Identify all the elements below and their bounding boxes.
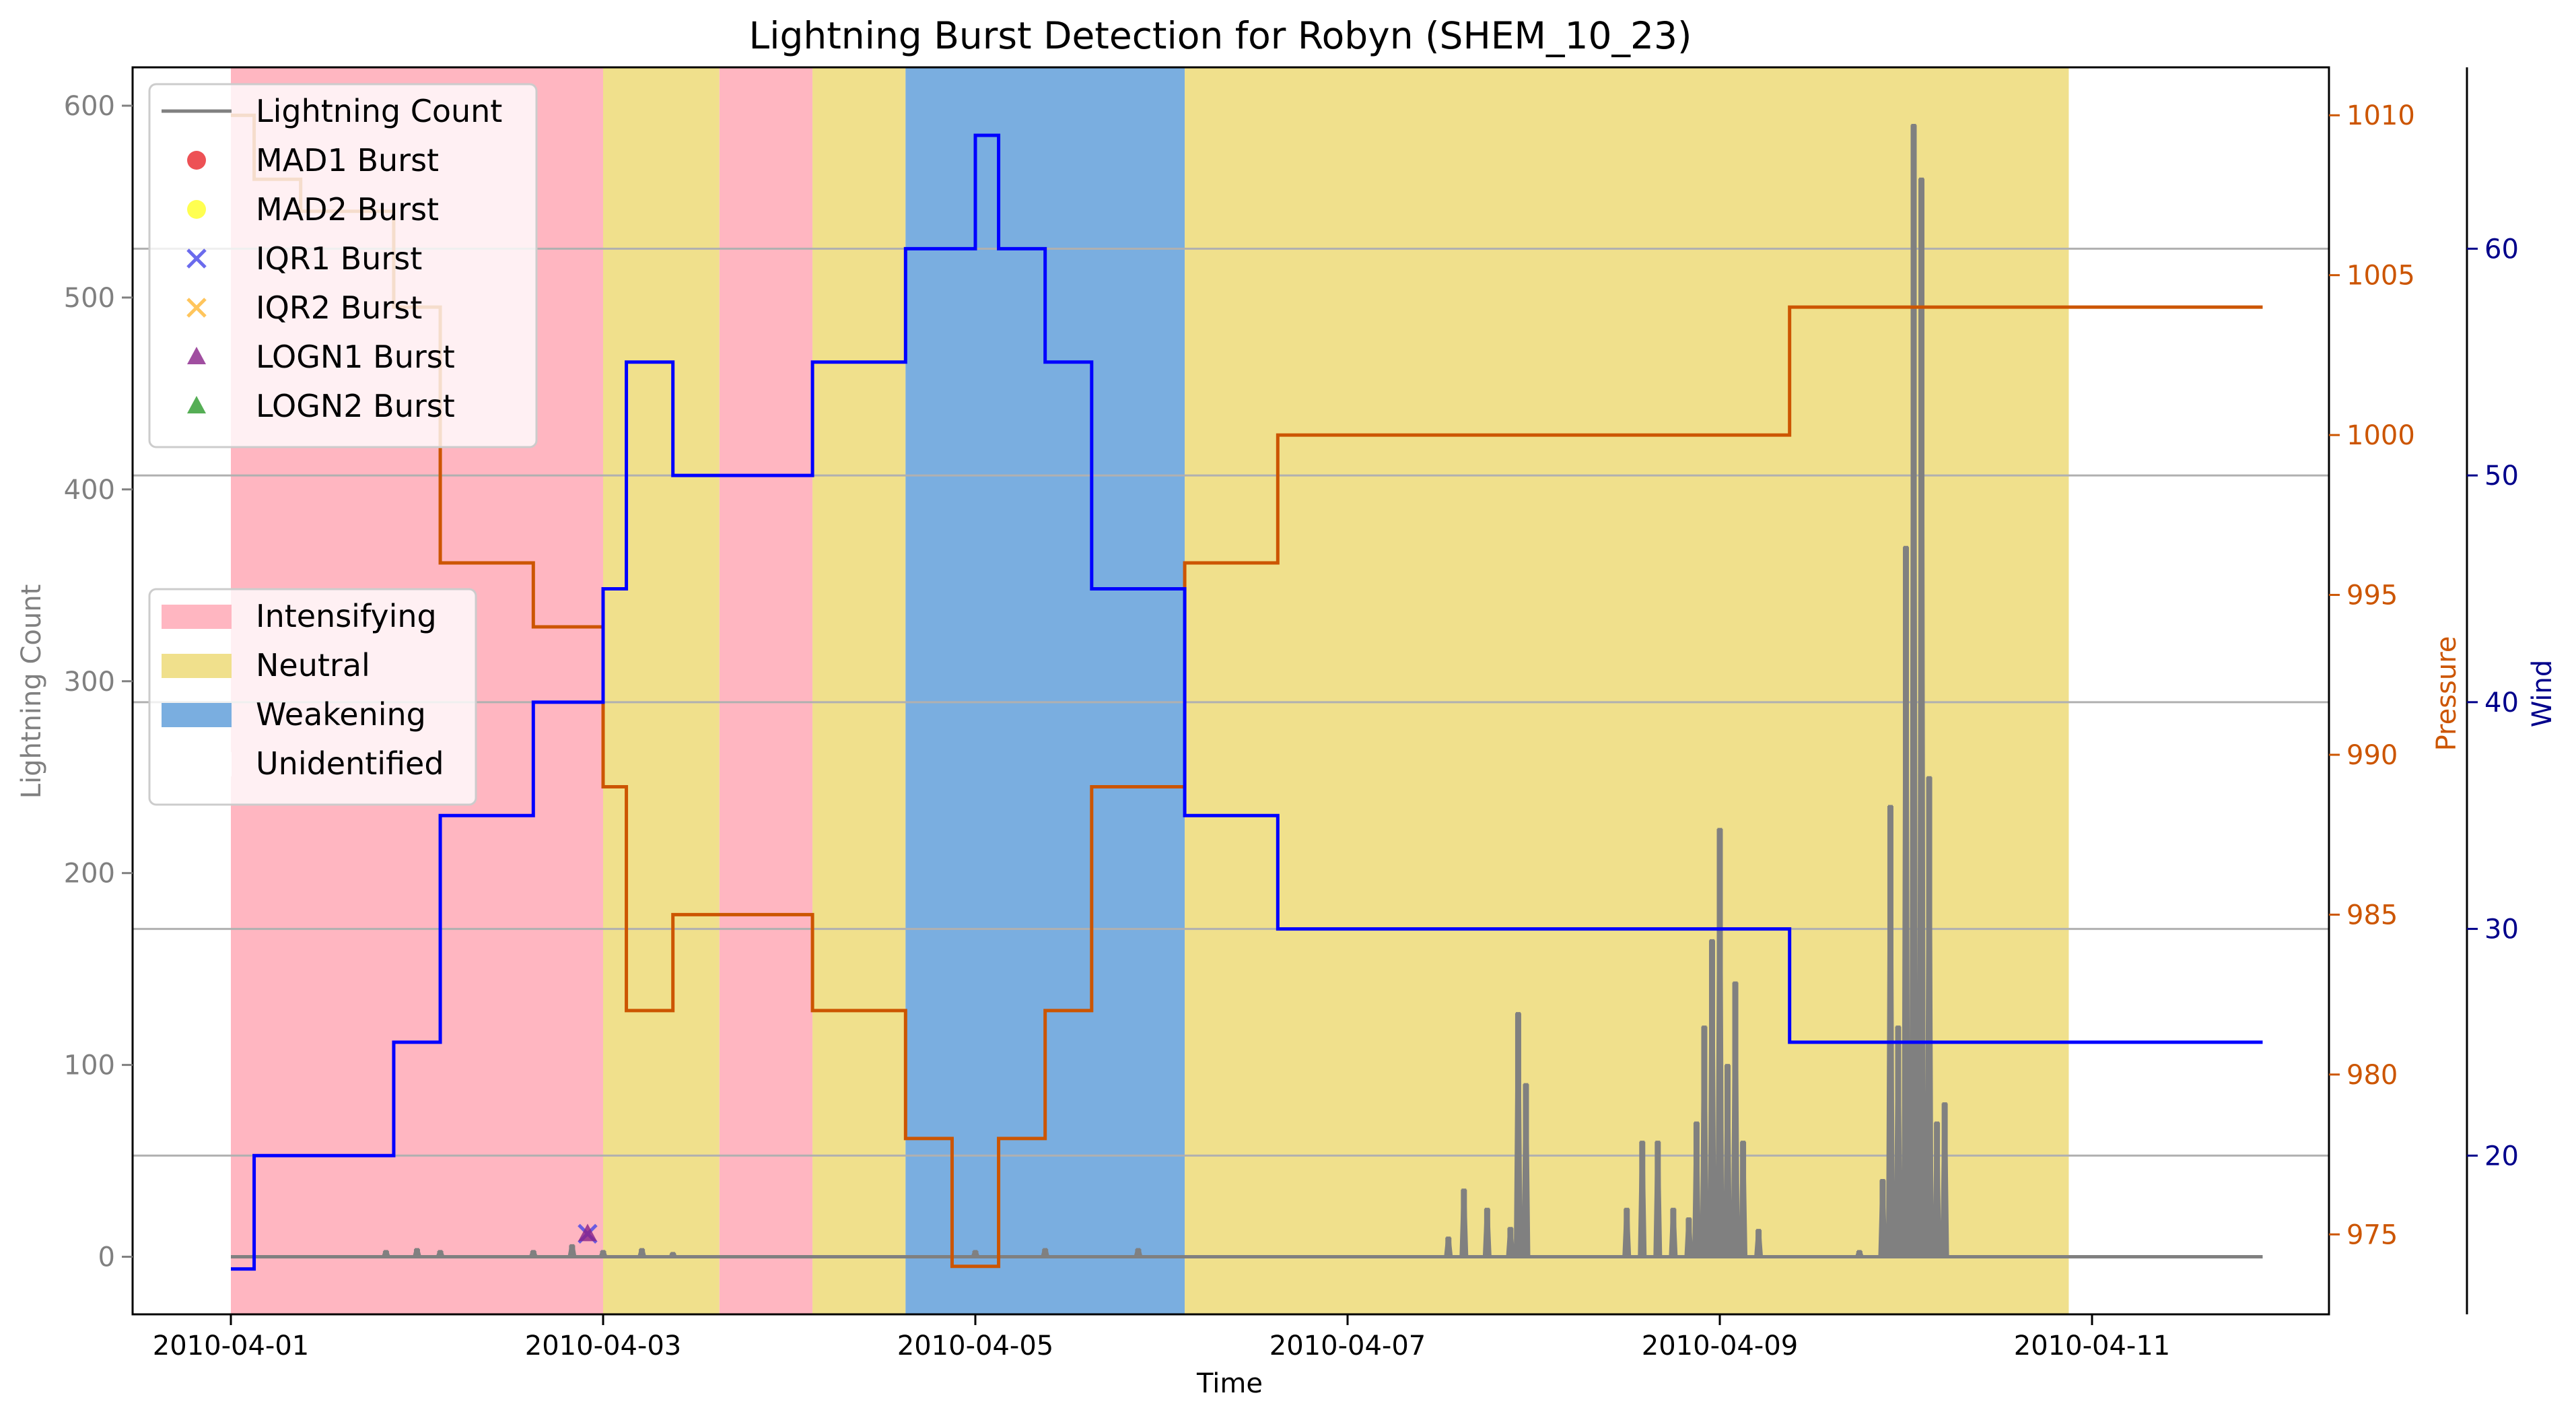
axes: 0 100 200 300 400 500 600 975 980 985 990 995 1000 10… <box>64 67 2519 1361</box>
y-tick-label-wind: 30 <box>2484 914 2519 945</box>
legend-swatch-circle <box>187 200 206 219</box>
y-tick-label-pressure: 1005 <box>2346 261 2415 292</box>
phase-band-neutral <box>812 67 906 1314</box>
x-tick-label: 2010-04-01 <box>153 1330 309 1361</box>
wind-series <box>231 133 2263 1271</box>
legend-label: Lightning Count <box>256 93 502 129</box>
y-tick-label-wind: 20 <box>2484 1141 2519 1172</box>
x-tick-label: 2010-04-07 <box>1269 1330 1426 1361</box>
legend-swatch-triangle <box>187 347 206 364</box>
y-tick-label-wind: 60 <box>2484 234 2519 265</box>
legend-box <box>148 83 538 448</box>
legend-phase-box <box>148 588 477 806</box>
phase-band-neutral <box>603 67 720 1314</box>
legend-swatch-circle <box>187 151 206 170</box>
y-tick-label-lightning: 400 <box>64 475 115 506</box>
legend-label: IQR2 Burst <box>256 290 422 326</box>
legend-phase-label: Weakening <box>256 696 426 733</box>
legend-phases: Intensifying Neutral Weakening Unidentified <box>148 588 477 806</box>
y-tick-label-pressure: 980 <box>2346 1060 2398 1091</box>
legend-label: MAD1 Burst <box>256 142 439 178</box>
y-tick-label-pressure: 990 <box>2346 740 2398 771</box>
y-axis-label-wind: Wind <box>2527 660 2558 728</box>
x-axis-label: Time <box>1196 1368 1263 1399</box>
y-tick-label-lightning: 0 <box>98 1242 115 1273</box>
legend-phase-label: Unidentified <box>256 745 444 782</box>
x-tick-label: 2010-04-11 <box>2014 1330 2170 1361</box>
plot-frame <box>131 66 2330 1316</box>
legend-label: MAD2 Burst <box>256 191 439 228</box>
y-tick-label-lightning: 500 <box>64 283 115 314</box>
legend-phase-swatch <box>162 605 232 629</box>
legend-label: IQR1 Burst <box>256 240 422 277</box>
y-tick-label-pressure: 985 <box>2346 900 2398 931</box>
grid-lines <box>133 247 2329 1157</box>
y-tick-label-wind: 50 <box>2484 461 2519 492</box>
legend-swatch-x <box>186 298 207 318</box>
legend-swatch-triangle <box>187 396 206 413</box>
y-tick-label-wind: 40 <box>2484 687 2519 718</box>
x-tick-label: 2010-04-09 <box>1642 1330 1798 1361</box>
legend-phase-label: Intensifying <box>256 598 437 634</box>
burst-markers <box>578 1223 598 1244</box>
x-tick-label: 2010-04-03 <box>525 1330 681 1361</box>
y-tick-label-lightning: 200 <box>64 858 115 889</box>
y-tick-label-lightning: 300 <box>64 667 115 698</box>
y-tick-label-pressure: 995 <box>2346 580 2398 611</box>
y-tick-label-lightning: 600 <box>64 91 115 122</box>
phase-band-intensifying <box>719 67 813 1314</box>
x-tick-label: 2010-04-05 <box>897 1330 1053 1361</box>
burst-marker-logn1-burst <box>578 1223 597 1242</box>
y-tick-label-pressure: 1010 <box>2346 100 2415 131</box>
y-tick-label-pressure: 975 <box>2346 1219 2398 1250</box>
legend-phase-swatch <box>162 703 232 727</box>
chart-title: Lightning Burst Detection for Robyn (SHE… <box>749 14 1692 57</box>
legend-label: LOGN1 Burst <box>256 339 455 375</box>
y-axis-label-lightning: Lightning Count <box>16 584 47 799</box>
y-tick-label-lightning: 100 <box>64 1050 115 1081</box>
wind-line <box>231 133 2263 1271</box>
legend-series: Lightning Count MAD1 Burst MAD2 Burst IQR1 … <box>148 83 538 448</box>
legend-phase-swatch <box>162 752 232 776</box>
legend-swatch-x <box>186 248 207 269</box>
y-tick-label-pressure: 1000 <box>2346 420 2415 451</box>
legend-phase-label: Neutral <box>256 647 370 683</box>
y-axis-label-pressure: Pressure <box>2431 636 2462 751</box>
legend-label: LOGN2 Burst <box>256 388 455 424</box>
legend-phase-swatch <box>162 654 232 678</box>
lightning-series <box>231 123 2263 1259</box>
